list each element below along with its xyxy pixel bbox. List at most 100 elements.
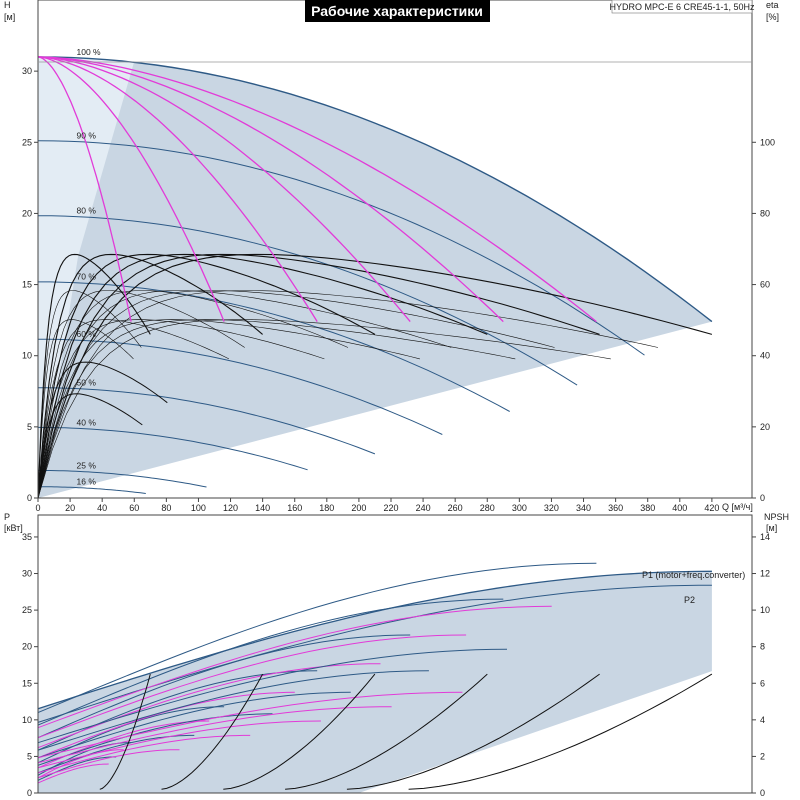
power-curve <box>37 605 552 729</box>
eta-tick-label: 100 <box>760 137 775 147</box>
speed-curve <box>37 140 645 356</box>
p1-series-label: P1 (motor+freq.converter) <box>642 570 745 580</box>
x-tick-label: 420 <box>704 503 719 513</box>
speed-curve <box>37 387 376 455</box>
power-tick-label: 0 <box>27 788 32 798</box>
npsh-tick-label: 4 <box>760 715 765 725</box>
efficiency-curve <box>37 56 225 322</box>
x-tick-label: 180 <box>319 503 334 513</box>
power-curve <box>37 648 508 744</box>
pump-curve <box>37 290 555 499</box>
p1-curve <box>37 570 712 710</box>
efficiency-curve <box>37 56 597 323</box>
eta-axis-unit: [%] <box>766 12 779 22</box>
x-tick-label: 400 <box>672 503 687 513</box>
power-plot-frame <box>37 514 753 794</box>
power-curve <box>37 720 321 769</box>
npsh-tick-label: 14 <box>760 532 770 542</box>
power-curve <box>37 734 251 774</box>
x-tick-label: 140 <box>255 503 270 513</box>
power-curve <box>37 562 597 714</box>
speed-label: 80 % <box>77 206 97 216</box>
title-box <box>305 0 490 22</box>
x-tick-label: 60 <box>129 503 139 513</box>
speed-label: 70 % <box>77 272 97 282</box>
speed-label: 40 % <box>77 417 97 427</box>
speed-label: 50 % <box>77 378 97 388</box>
model-label: HYDRO MPC-E 6 CRE45-1-1, 50Hz <box>609 2 755 12</box>
speed-label: 16 % <box>77 477 97 487</box>
power-curve <box>37 706 392 764</box>
x-tick-label: 120 <box>223 503 238 513</box>
head-tick-label: 0 <box>27 493 32 503</box>
pump-curve <box>37 290 452 499</box>
head-tick-label: 30 <box>22 66 32 76</box>
x-tick-label: 160 <box>287 503 302 513</box>
power-curve <box>37 634 467 739</box>
power-curve <box>37 670 429 751</box>
model-box <box>611 0 753 14</box>
x-tick-label: 280 <box>480 503 495 513</box>
p2-series-label: P2 <box>684 595 695 605</box>
efficiency-curve <box>37 56 504 323</box>
pump-curve-low-speed <box>37 393 143 499</box>
x-tick-label: 300 <box>512 503 527 513</box>
x-tick-label: 200 <box>351 503 366 513</box>
power-curve <box>37 756 117 781</box>
npsh-tick-label: 2 <box>760 751 765 761</box>
head-curves <box>37 56 713 499</box>
eta-tick-label: 60 <box>760 280 770 290</box>
speed-curve <box>38 486 146 494</box>
head-tick-label: 5 <box>27 422 32 432</box>
pump-curve <box>37 290 659 499</box>
speed-curve <box>38 469 207 488</box>
head-tick-label: 10 <box>22 351 32 361</box>
pump-curve <box>37 290 142 499</box>
pump-curve-low-speed <box>37 361 168 499</box>
eta-tick-label: 0 <box>760 493 765 503</box>
power-envelope-area <box>38 571 712 793</box>
power-curve <box>37 598 504 726</box>
npsh-curve <box>99 673 151 790</box>
head-tick-label: 15 <box>22 280 32 290</box>
eta-tick-label: 40 <box>760 351 770 361</box>
head-plot-frame <box>37 0 753 499</box>
pump-curve <box>37 253 376 499</box>
npsh-curve <box>346 673 600 790</box>
x-tick-label: 260 <box>448 503 463 513</box>
speed-label: 90 % <box>77 131 97 141</box>
power-axis-unit: [кВт] <box>4 523 23 533</box>
x-tick-label: 40 <box>97 503 107 513</box>
speed-curve <box>37 215 578 386</box>
power-curve <box>37 634 411 739</box>
npsh-tick-label: 0 <box>760 788 765 798</box>
efficiency-curve <box>37 56 411 323</box>
x-tick-label: 320 <box>544 503 559 513</box>
x-tick-label: 220 <box>383 503 398 513</box>
x-tick-label: 340 <box>576 503 591 513</box>
x-tick-label: 80 <box>161 503 171 513</box>
pump-curve <box>37 319 611 499</box>
speed-label: 100 % <box>77 47 102 57</box>
npsh-tick-label: 12 <box>760 569 770 579</box>
eta-tick-label: 80 <box>760 208 770 218</box>
head-axis-label: H <box>4 0 11 10</box>
power-curve <box>37 706 225 764</box>
power-tick-label: 5 <box>27 751 32 761</box>
axis-ticks: 0 20 40 60 80 100 120 140 160 180 200 220 240 260 280 3… <box>22 66 775 798</box>
pump-curve <box>37 253 713 499</box>
npsh-tick-label: 6 <box>760 678 765 688</box>
pump-curve <box>37 290 349 499</box>
power-tick-label: 20 <box>22 642 32 652</box>
eta-tick-label: 20 <box>760 422 770 432</box>
head-axis-unit: [м] <box>4 12 15 22</box>
pump-curve <box>37 319 420 499</box>
power-axis-label: P <box>4 512 10 522</box>
head-envelope <box>38 56 712 499</box>
npsh-axis-label: NPSH <box>764 512 789 522</box>
pump-curve <box>37 319 516 499</box>
flow-axis-label: Q [м³/ч] <box>722 502 753 512</box>
power-curve <box>37 749 180 779</box>
npsh-curve <box>408 673 713 790</box>
